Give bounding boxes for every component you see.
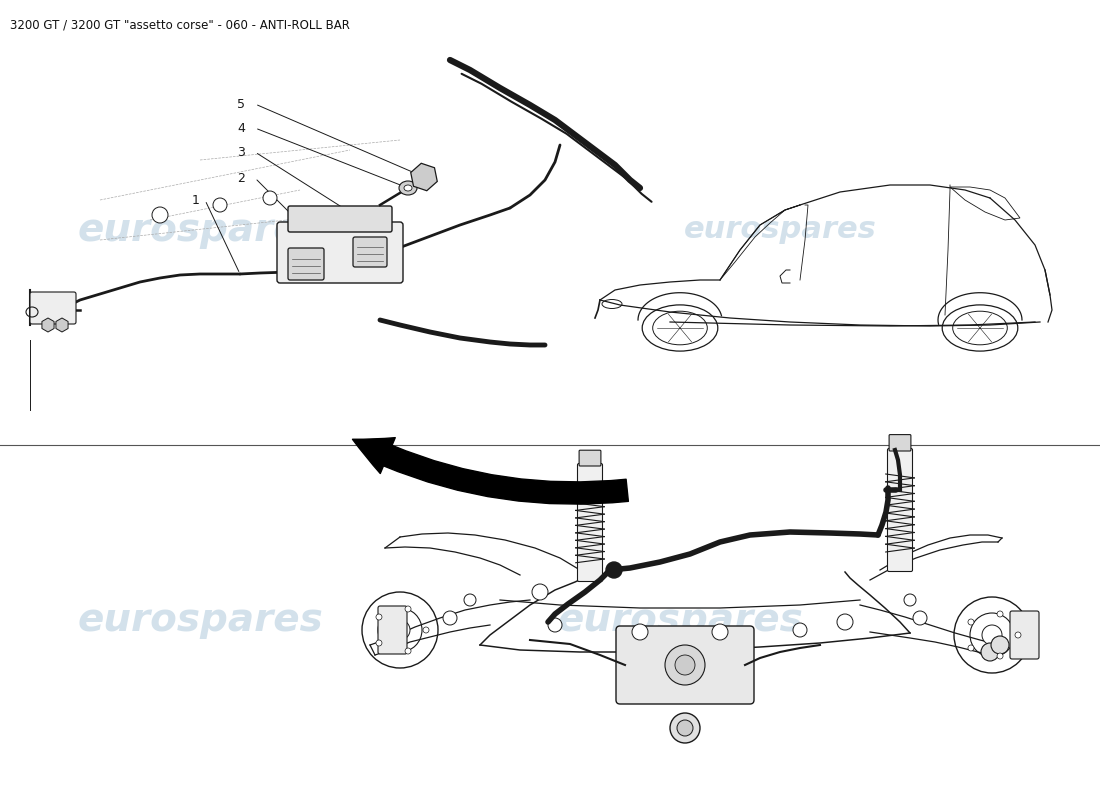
Circle shape [390, 620, 410, 640]
Circle shape [213, 198, 227, 212]
Circle shape [968, 645, 974, 651]
Text: eurospares: eurospares [557, 601, 803, 639]
FancyBboxPatch shape [288, 248, 324, 280]
FancyBboxPatch shape [889, 434, 911, 451]
Ellipse shape [399, 181, 417, 195]
Circle shape [424, 627, 429, 633]
Circle shape [376, 640, 382, 646]
Text: 3: 3 [238, 146, 245, 158]
Circle shape [263, 191, 277, 205]
Circle shape [837, 614, 852, 630]
Circle shape [632, 624, 648, 640]
Circle shape [968, 619, 974, 625]
FancyBboxPatch shape [288, 206, 392, 232]
Circle shape [981, 643, 999, 661]
Circle shape [405, 648, 411, 654]
FancyBboxPatch shape [579, 450, 601, 466]
Circle shape [675, 655, 695, 675]
Circle shape [904, 594, 916, 606]
Circle shape [443, 611, 456, 625]
Circle shape [376, 614, 382, 620]
FancyBboxPatch shape [378, 606, 407, 654]
Circle shape [666, 645, 705, 685]
Text: 4: 4 [238, 122, 245, 134]
Circle shape [606, 562, 621, 578]
Circle shape [991, 636, 1009, 654]
FancyBboxPatch shape [353, 237, 387, 267]
Circle shape [405, 606, 411, 612]
Circle shape [793, 623, 807, 637]
Ellipse shape [404, 185, 412, 191]
FancyBboxPatch shape [1010, 611, 1040, 659]
Text: 3200 GT / 3200 GT "assetto corse" - 060 - ANTI-ROLL BAR: 3200 GT / 3200 GT "assetto corse" - 060 … [10, 18, 350, 31]
Circle shape [982, 625, 1002, 645]
Circle shape [464, 594, 476, 606]
Circle shape [676, 720, 693, 736]
Circle shape [532, 584, 548, 600]
FancyBboxPatch shape [277, 222, 403, 283]
Circle shape [913, 611, 927, 625]
Circle shape [997, 653, 1003, 659]
Text: 1: 1 [192, 194, 200, 206]
Text: eurospares: eurospares [683, 215, 877, 245]
Circle shape [1015, 632, 1021, 638]
FancyArrowPatch shape [352, 438, 628, 504]
Text: 5: 5 [236, 98, 245, 110]
Circle shape [670, 713, 700, 743]
FancyBboxPatch shape [30, 292, 76, 324]
Text: eurospares: eurospares [77, 211, 323, 249]
FancyBboxPatch shape [888, 449, 913, 571]
Circle shape [997, 611, 1003, 617]
Text: 2: 2 [238, 171, 245, 185]
Circle shape [548, 618, 562, 632]
Circle shape [152, 207, 168, 223]
FancyBboxPatch shape [578, 463, 603, 582]
FancyBboxPatch shape [616, 626, 754, 704]
Text: eurospares: eurospares [77, 601, 323, 639]
Circle shape [712, 624, 728, 640]
